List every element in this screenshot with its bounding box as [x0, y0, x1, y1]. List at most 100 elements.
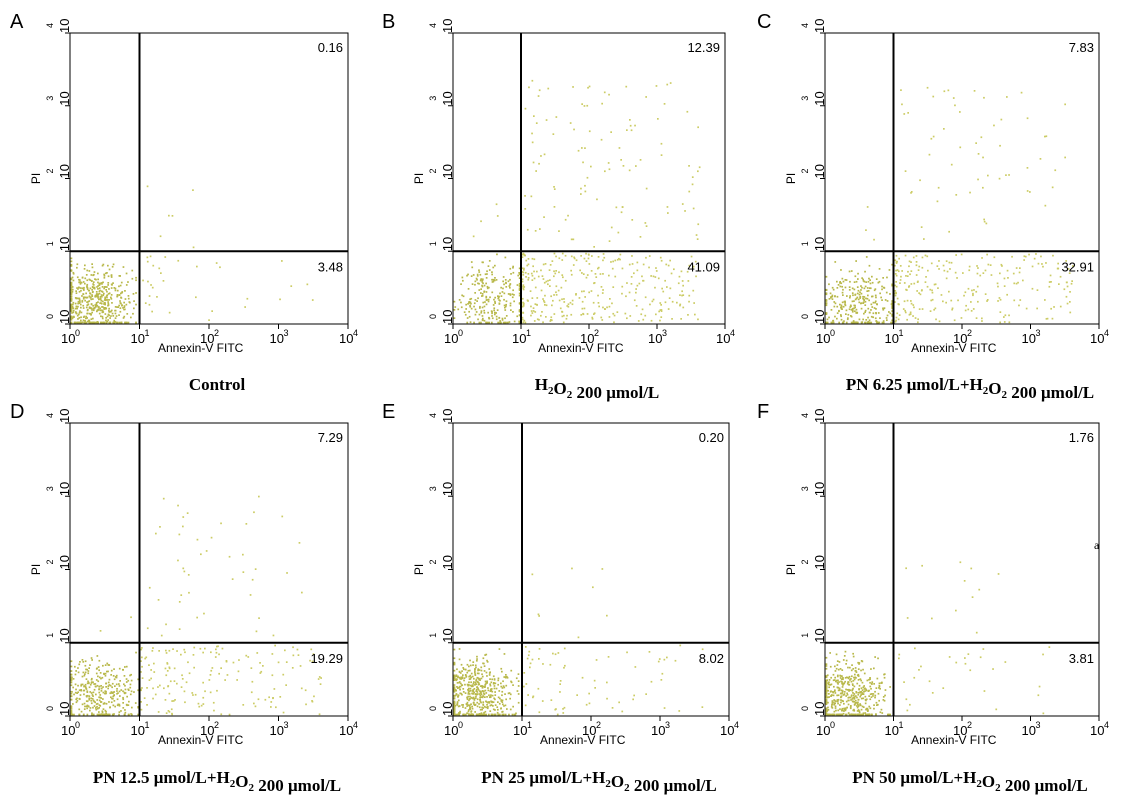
- event-dot: [853, 321, 856, 324]
- event-dot: [85, 317, 87, 320]
- event-dot: [184, 651, 186, 654]
- event-dot: [975, 290, 978, 293]
- event-dot: [106, 299, 109, 301]
- event-dot: [586, 274, 589, 276]
- event-dot: [108, 664, 111, 666]
- event-dot: [868, 311, 871, 314]
- event-dot: [110, 276, 113, 278]
- x-tick-label: 10: [1022, 723, 1036, 738]
- event-dot: [93, 700, 95, 703]
- event-dot: [458, 713, 461, 716]
- event-dot: [103, 673, 105, 675]
- event-dot: [836, 675, 839, 678]
- event-dot: [81, 301, 84, 303]
- event-dot: [921, 308, 924, 310]
- event-dot: [1005, 174, 1007, 176]
- event-dot: [657, 660, 660, 663]
- quadrant-upper-right-value: 12.39: [687, 40, 720, 55]
- event-dot: [889, 713, 891, 716]
- event-dot: [858, 688, 860, 690]
- event-dot: [478, 678, 481, 680]
- event-dot: [253, 702, 255, 705]
- event-dot: [70, 684, 73, 687]
- event-dot: [963, 580, 966, 582]
- event-dot: [551, 304, 553, 307]
- event-dot: [453, 701, 456, 704]
- x-axis-title: Annexin-V FITC: [538, 341, 624, 355]
- event-dot: [481, 673, 483, 676]
- event-dot: [896, 260, 898, 263]
- event-dot: [872, 316, 874, 319]
- event-dot: [528, 86, 530, 89]
- event-dot: [124, 709, 126, 711]
- event-dot: [481, 285, 484, 288]
- event-dot: [483, 705, 486, 708]
- event-dot: [453, 697, 456, 699]
- event-dot: [457, 695, 459, 698]
- event-dot: [582, 273, 585, 275]
- event-dot: [470, 713, 473, 716]
- event-dot: [906, 275, 909, 277]
- event-dot: [608, 93, 610, 96]
- y-tick-label: 10: [812, 19, 827, 33]
- event-dot: [468, 301, 470, 303]
- event-dot: [597, 256, 600, 258]
- event-dot: [98, 290, 101, 293]
- event-dot: [118, 285, 120, 288]
- event-dot: [478, 706, 481, 709]
- event-dot: [97, 675, 99, 678]
- event-dot: [558, 271, 560, 274]
- event-dot: [120, 281, 123, 284]
- event-dot: [495, 312, 497, 314]
- event-dot: [88, 319, 91, 322]
- x-tick-label: 10: [720, 723, 734, 738]
- event-dot: [467, 683, 470, 686]
- x-tick-label: 10: [512, 331, 526, 346]
- event-dot: [471, 690, 474, 692]
- event-dot: [468, 310, 470, 313]
- event-dot: [127, 689, 130, 691]
- event-dot: [825, 713, 828, 716]
- event-dot: [89, 707, 92, 709]
- x-tick-exponent: 4: [353, 720, 358, 730]
- event-dot: [522, 304, 525, 306]
- event-dot: [202, 681, 204, 684]
- y-tick-label: 10: [57, 555, 72, 569]
- event-dot: [826, 321, 829, 324]
- event-dot: [453, 688, 456, 691]
- event-dot: [495, 315, 498, 318]
- event-dot: [471, 283, 474, 285]
- event-dot: [891, 321, 893, 324]
- event-dot: [887, 713, 890, 716]
- event-dot: [860, 697, 863, 700]
- event-dot: [101, 315, 104, 318]
- event-dot: [453, 713, 456, 716]
- event-dot: [877, 312, 880, 314]
- event-dot: [937, 287, 939, 289]
- event-dot: [861, 277, 863, 279]
- event-dot: [200, 704, 203, 707]
- event-dot: [226, 674, 229, 676]
- event-dot: [531, 79, 534, 82]
- event-dot: [82, 316, 85, 318]
- event-dot: [459, 672, 462, 674]
- event-dot: [484, 685, 486, 688]
- event-dot: [603, 256, 606, 259]
- event-dot: [320, 677, 322, 679]
- event-dot: [831, 694, 833, 696]
- event-dot: [1019, 267, 1021, 269]
- event-dot: [1066, 285, 1069, 288]
- event-dot: [513, 320, 516, 323]
- event-dot: [487, 701, 489, 704]
- event-dot: [983, 690, 986, 692]
- event-dot: [888, 311, 890, 313]
- event-dot: [530, 195, 533, 198]
- event-dot: [566, 305, 569, 307]
- event-dot: [840, 695, 843, 698]
- event-dot: [228, 713, 231, 716]
- panel-caption: PN 50 μmol/L+H2O2 200 μmol/L: [852, 768, 1087, 795]
- event-dot: [559, 683, 561, 685]
- event-dot: [453, 662, 456, 665]
- event-dot: [1037, 694, 1040, 697]
- event-dot: [477, 687, 479, 690]
